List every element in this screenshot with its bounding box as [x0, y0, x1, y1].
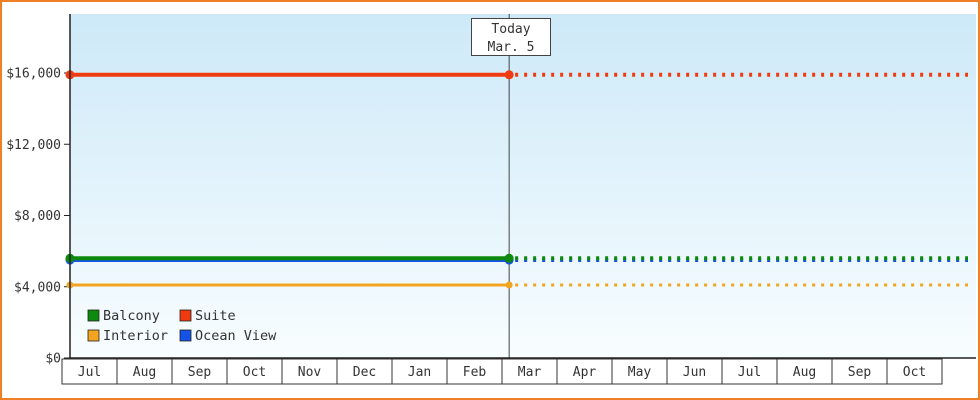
month-cell — [886, 358, 943, 385]
month-label: Dec — [353, 365, 376, 380]
month-cell — [501, 358, 558, 385]
today-label: Today — [491, 22, 531, 37]
month-cell — [171, 358, 228, 385]
series-today-dot-interior — [505, 281, 513, 289]
series-today-dot-balcony — [504, 253, 514, 263]
month-cell — [666, 358, 723, 385]
month-cell — [116, 358, 173, 385]
month-label: Mar — [518, 365, 542, 380]
month-label: May — [628, 365, 652, 380]
legend-item: Ocean View — [179, 328, 277, 344]
month-cell — [391, 358, 448, 385]
legend-swatch-suite — [179, 309, 192, 322]
month-cell — [721, 358, 778, 385]
month-label: Sep — [848, 365, 872, 380]
legend-item: Suite — [179, 308, 236, 324]
legend-label: Balcony — [103, 308, 160, 324]
month-label: Feb — [463, 365, 487, 380]
legend-label: Suite — [195, 308, 236, 324]
month-label: Jul — [738, 365, 761, 380]
today-label-box: Today Mar. 5 — [471, 18, 551, 56]
month-label: Jun — [683, 365, 706, 380]
month-cell — [611, 358, 668, 385]
y-axis-label: $12,000 — [6, 138, 61, 153]
month-label: Jan — [408, 365, 431, 380]
legend-swatch-ocean-view — [179, 329, 192, 342]
month-label: Aug — [133, 365, 156, 380]
legend-label: Ocean View — [195, 328, 277, 344]
plot-background — [70, 14, 976, 358]
month-label: Oct — [243, 365, 266, 380]
month-cell — [831, 358, 888, 385]
month-cell — [776, 358, 833, 385]
y-axis-label: $16,000 — [6, 67, 61, 82]
y-axis-label: $8,000 — [14, 209, 61, 224]
month-cell — [61, 358, 118, 385]
month-cell — [226, 358, 283, 385]
month-label: Jul — [78, 365, 101, 380]
month-label: Nov — [298, 365, 322, 380]
month-cell — [281, 358, 338, 385]
legend-swatch-interior — [87, 329, 100, 342]
y-axis-label: $4,000 — [14, 280, 61, 295]
month-label: Aug — [793, 365, 816, 380]
month-label: Oct — [903, 365, 926, 380]
series-today-dot-suite — [504, 70, 514, 80]
month-label: Apr — [573, 365, 597, 380]
month-label: Sep — [188, 365, 212, 380]
today-date: Mar. 5 — [487, 40, 535, 55]
legend-swatch-balcony — [87, 309, 100, 322]
legend-label: Interior — [103, 328, 168, 344]
y-axis-label: $0 — [45, 352, 61, 367]
legend-item: Balcony — [87, 308, 160, 324]
legend-item: Interior — [87, 328, 168, 344]
month-cell — [446, 358, 503, 385]
